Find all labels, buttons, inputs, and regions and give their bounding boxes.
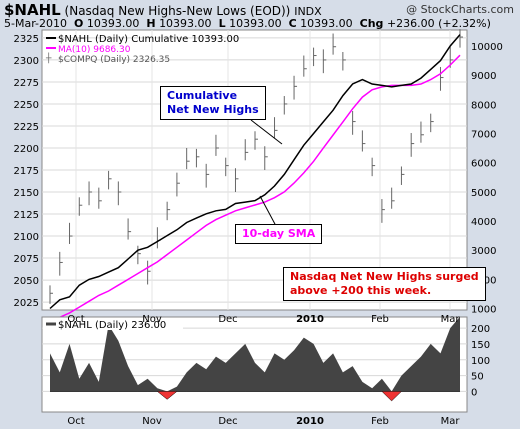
low-value: 10393.00 xyxy=(229,17,282,30)
compq-legend-label: $COMPQ (Daily) 2326.35 xyxy=(58,55,170,65)
surge-annotation: Nasdaq Net New Highs surged above +200 t… xyxy=(283,267,486,301)
x-tick-label: Feb xyxy=(371,314,389,325)
right-tick-label: 8000 xyxy=(471,100,496,111)
cumulative-annotation-line1: Cumulative xyxy=(167,89,238,102)
left-tick-label: 2325 xyxy=(14,34,39,45)
negative-area xyxy=(50,391,460,402)
low-label: L xyxy=(218,17,226,30)
close-value: 10393.00 xyxy=(300,17,353,30)
left-tick-label: 2175 xyxy=(14,166,39,177)
x-tick-label: Dec xyxy=(218,314,237,325)
left-tick-label: 2300 xyxy=(14,56,39,67)
left-tick-label: 2200 xyxy=(14,144,39,155)
x-tick-label: 2010 xyxy=(296,314,324,325)
left-tick-label: 2275 xyxy=(14,78,39,89)
right-tick-label: 5000 xyxy=(471,188,496,199)
x-tick-label: Mar xyxy=(441,416,461,427)
x-tick-label: 2010 xyxy=(296,416,324,427)
ma-legend-label: MA(10) 9686.30 xyxy=(58,45,131,55)
lower-tick-label: 0 xyxy=(471,387,477,398)
surge-annotation-line2: above +200 this week. xyxy=(290,284,432,297)
high-label: H xyxy=(146,17,156,30)
x-tick-label: Nov xyxy=(142,416,162,427)
lower-tick-label: 50 xyxy=(471,372,484,383)
x-tick-label: Nov xyxy=(142,314,162,325)
change-value: +236.00 (+2.32%) xyxy=(386,17,491,30)
left-tick-label: 2225 xyxy=(14,122,39,133)
open-value: 10393.00 xyxy=(86,17,140,30)
sma-annotation: 10-day SMA xyxy=(235,224,323,244)
close-label: C xyxy=(288,17,297,30)
x-tick-label: Mar xyxy=(441,314,461,325)
cumulative-legend-label: $NAHL (Daily) Cumulative 10393.00 xyxy=(58,34,239,45)
ticker-description: (Nasdaq New Highs-New Lows (EOD)) xyxy=(64,4,291,18)
lower-tick-label: 150 xyxy=(471,340,490,351)
x-tick-label: Feb xyxy=(371,416,389,427)
left-tick-label: 2250 xyxy=(14,100,39,111)
surge-annotation-line1: Nasdaq Net New Highs surged xyxy=(290,270,479,283)
x-tick-label: Dec xyxy=(218,416,237,427)
lower-axis-ticks: 0 50 100 150 200 xyxy=(471,324,490,398)
cumulative-pointer xyxy=(250,119,283,145)
sma-pointer xyxy=(259,195,277,227)
ticker-exchange: INDX xyxy=(294,5,322,18)
cumulative-line xyxy=(49,34,461,310)
left-axis-ticks: 2025 2050 2075 2100 2125 2150 2175 2200 2225 2250… xyxy=(14,34,39,309)
ma10-line xyxy=(49,54,461,324)
x-tick-label: Oct xyxy=(67,314,84,325)
lower-x-labels: Oct Nov Dec 2010 Feb Mar xyxy=(67,416,460,427)
positive-area xyxy=(50,316,460,392)
lower-panel-title: $NAHL (Daily) 236.00 xyxy=(58,320,166,331)
main-x-labels: Oct Nov Dec 2010 Feb Mar xyxy=(67,314,460,325)
quote-date: 5-Mar-2010 xyxy=(4,17,67,30)
left-tick-label: 2050 xyxy=(14,276,39,287)
left-tick-label: 2025 xyxy=(14,298,39,309)
left-tick-label: 2100 xyxy=(14,232,39,243)
left-tick-label: 2125 xyxy=(14,210,39,221)
ticker-symbol: $NAHL xyxy=(4,1,61,19)
sma-annotation-text: 10-day SMA xyxy=(242,227,316,240)
lower-title-bg xyxy=(43,318,183,330)
right-tick-label: 3000 xyxy=(471,246,496,257)
right-tick-label: 1000 xyxy=(471,305,496,316)
right-tick-label: 10000 xyxy=(471,42,503,53)
left-tick-label: 2150 xyxy=(14,188,39,199)
change-label: Chg xyxy=(359,17,384,30)
compq-legend-swatch: ┼ xyxy=(45,52,52,64)
cumulative-annotation: Cumulative Net New Highs xyxy=(160,86,266,120)
right-tick-label: 7000 xyxy=(471,130,496,141)
open-label: O xyxy=(73,17,84,30)
left-tick-label: 2075 xyxy=(14,254,39,265)
cumulative-annotation-line2: Net New Highs xyxy=(167,103,259,116)
high-value: 10393.00 xyxy=(159,17,212,30)
lower-tick-label: 200 xyxy=(471,324,490,335)
lower-tick-label: 100 xyxy=(471,356,490,367)
x-tick-label: Oct xyxy=(67,416,84,427)
right-tick-label: 4000 xyxy=(471,217,496,228)
right-tick-label: 6000 xyxy=(471,159,496,170)
right-tick-label: 9000 xyxy=(471,71,496,82)
stockcharts-brand: @ StockCharts.com xyxy=(406,3,514,16)
